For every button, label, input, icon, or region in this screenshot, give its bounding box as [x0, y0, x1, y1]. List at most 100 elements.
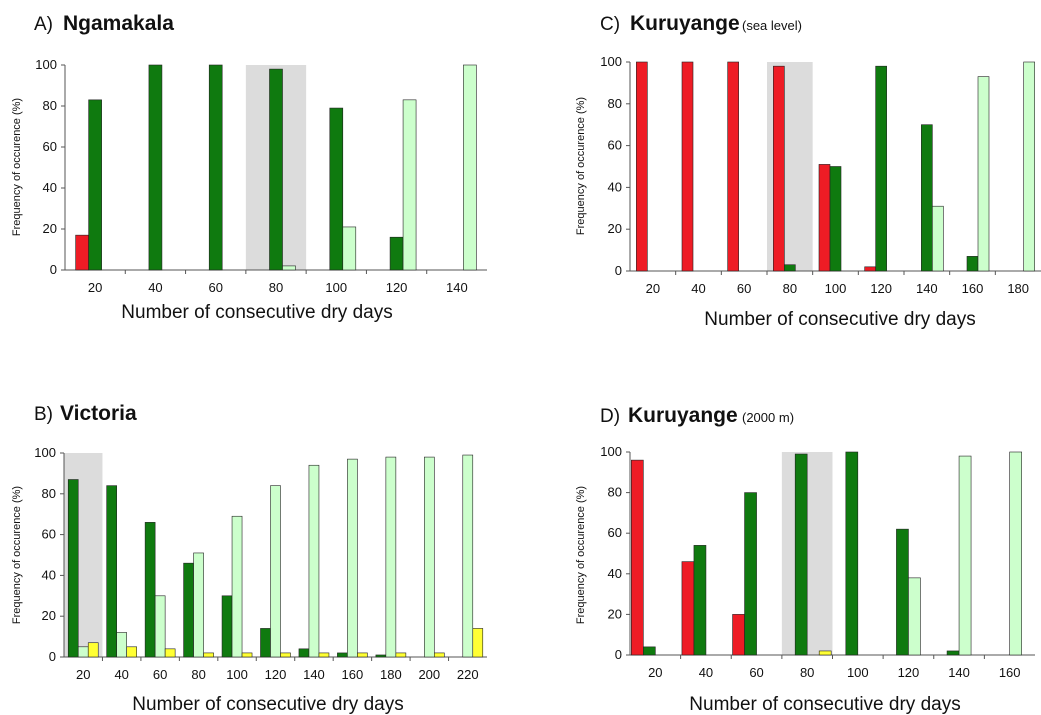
panel-b-bar-dark-green: [144, 522, 156, 658]
panel-a-x-tick-label: 60: [208, 280, 222, 295]
panel-b-bar-dark-green: [375, 654, 387, 658]
panel-c-bar-light-green: [932, 205, 944, 272]
panel-d-plot: 0 20 40 60 80 100 20 40 60 80 100 120 140 160: [600, 444, 1035, 680]
panel-d-x-tick-label: 120: [898, 665, 920, 680]
panel-b-y-tick-label: 80: [42, 486, 56, 501]
panel-d-bar-red: [732, 614, 745, 656]
panel-c-bar-red: [681, 61, 694, 272]
panel-d-bar-red: [631, 459, 644, 656]
panel-d-title: D) Kuruyange (2000 m): [600, 404, 794, 427]
panel-a: A) Ngamakala 0 20 40 60 80 100 20 40 60 80 100 120 1…: [11, 12, 487, 323]
panel-c-name: Kuruyange: [630, 12, 740, 35]
panel-a-bar-light-green: [342, 226, 357, 271]
panel-b-y-axis-label: Frequency of occurence (%): [11, 486, 23, 624]
panel-c-x-tick-label: 160: [962, 281, 984, 296]
panel-b-bar-light-green: [385, 456, 397, 658]
panel-d-x-tick-label: 40: [699, 665, 713, 680]
panel-c-bar-red: [636, 61, 648, 272]
panel-d-bar-dark-green: [794, 453, 808, 656]
panel-b-x-axis-label: Number of consecutive dry days: [132, 694, 403, 715]
panel-b-bar-light-green: [231, 515, 243, 658]
panel-b-bar-light-green: [270, 485, 281, 658]
panel-d-bar-dark-green: [744, 492, 757, 656]
panel-a-bar-light-green: [463, 64, 477, 271]
panel-b-x-tick-label: 20: [76, 667, 90, 682]
panel-a-letter: A): [34, 14, 53, 35]
panel-d-note: (2000 m): [742, 410, 794, 425]
panel-b-bar-yellow: [126, 646, 137, 658]
panel-b: B) Victoria 0 20 40 60 80 100 20 40 60 80 100 120 14…: [11, 402, 487, 715]
panel-c-bar-dark-green: [784, 264, 796, 272]
panel-d-x-tick-label: 140: [948, 665, 970, 680]
panel-c-letter: C): [600, 14, 620, 35]
panel-c-y-axis-label: Frequency of occurence (%): [575, 97, 587, 235]
panel-b-bar-light-green: [424, 456, 435, 658]
panel-c-bar-light-green: [977, 76, 990, 272]
panel-b-bar-dark-green: [298, 648, 310, 658]
panel-b-bar-yellow: [87, 642, 99, 658]
panel-c-x-tick-label: 120: [870, 281, 892, 296]
panel-b-bar-yellow: [318, 652, 330, 658]
panel-c-x-tick-label: 40: [691, 281, 705, 296]
panel-c-x-tick-label: 80: [783, 281, 797, 296]
panel-c-note: (sea level): [742, 18, 802, 33]
panel-c-bar-red: [773, 65, 785, 272]
panel-b-title: B) Victoria: [34, 402, 137, 425]
panel-c-bar-dark-green: [875, 65, 887, 272]
panel-a-x-tick-label: 80: [269, 280, 283, 295]
panel-c-bar-dark-green: [921, 124, 933, 272]
panel-c-y-tick-label: 0: [615, 263, 622, 278]
panel-a-x-tick-label: 20: [88, 280, 102, 295]
panel-c-y-tick-label: 100: [600, 54, 622, 69]
panel-b-bar-light-green: [308, 464, 320, 658]
panel-b-name: Victoria: [60, 402, 137, 425]
panel-d-bar-dark-green: [896, 528, 909, 656]
panel-d-bar-dark-green: [693, 545, 707, 656]
panel-b-y-tick-label: 0: [49, 649, 56, 664]
panel-c-x-tick-label: 100: [825, 281, 847, 296]
panel-a-x-axis-label: Number of consecutive dry days: [121, 302, 392, 323]
panel-c-x-axis-label: Number of consecutive dry days: [704, 309, 975, 330]
panel-a-bar-dark-green: [269, 68, 283, 271]
panel-d-name: Kuruyange: [628, 404, 738, 427]
panel-b-x-tick-label: 120: [265, 667, 287, 682]
panel-c-bar-dark-green: [829, 166, 842, 272]
panel-d-bar-yellow: [818, 650, 832, 656]
panel-b-bar-yellow: [280, 652, 291, 658]
panel-b-y-tick-label: 20: [42, 608, 56, 623]
panel-c-y-tick-label: 80: [608, 96, 622, 111]
panel-d-x-tick-label: 60: [749, 665, 763, 680]
panel-b-bar-dark-green: [67, 479, 79, 658]
panel-a-x-tick-label: 100: [325, 280, 347, 295]
panel-d-bar-dark-green: [845, 451, 859, 656]
panel-b-letter: B): [34, 404, 53, 425]
panel-b-bar-dark-green: [183, 562, 194, 658]
panel-b-bar-light-green: [154, 595, 166, 658]
panel-b-x-tick-label: 180: [380, 667, 402, 682]
panel-a-bar-dark-green: [389, 236, 404, 271]
panel-b-x-tick-label: 60: [153, 667, 167, 682]
panel-a-y-tick-label: 20: [43, 221, 57, 236]
panel-b-bar-yellow: [357, 652, 368, 658]
panel-a-bar-dark-green: [329, 107, 344, 271]
panel-b-bar-light-green: [193, 552, 204, 658]
panel-a-y-tick-label: 60: [43, 139, 57, 154]
panel-b-bar-light-green: [116, 632, 127, 658]
panel-b-bar-light-green: [77, 646, 89, 658]
panel-d-x-tick-label: 80: [800, 665, 814, 680]
panel-a-title: A) Ngamakala: [34, 12, 174, 35]
panel-d-y-tick-label: 80: [608, 485, 622, 500]
panel-a-y-axis-label: Frequency of occurence (%): [11, 98, 23, 236]
panel-d: D) Kuruyange (2000 m) 0 20 40 60 80 100 20 40 60…: [575, 404, 1035, 715]
panel-d-x-tick-label: 20: [648, 665, 662, 680]
panel-c-bar-red: [818, 164, 831, 272]
panel-b-y-tick-label: 40: [42, 567, 56, 582]
panel-c: C) Kuruyange (sea level) 0 20 40 60 80 100 20 4…: [575, 12, 1041, 330]
panel-d-bar-dark-green: [946, 650, 960, 656]
panel-a-y-tick-label: 0: [50, 262, 57, 277]
panel-c-bar-red: [727, 61, 739, 272]
panel-b-bar-dark-green: [221, 595, 233, 658]
panel-c-bar-red: [864, 266, 876, 272]
panel-b-bar-dark-green: [260, 628, 271, 658]
panel-b-x-tick-label: 140: [303, 667, 325, 682]
